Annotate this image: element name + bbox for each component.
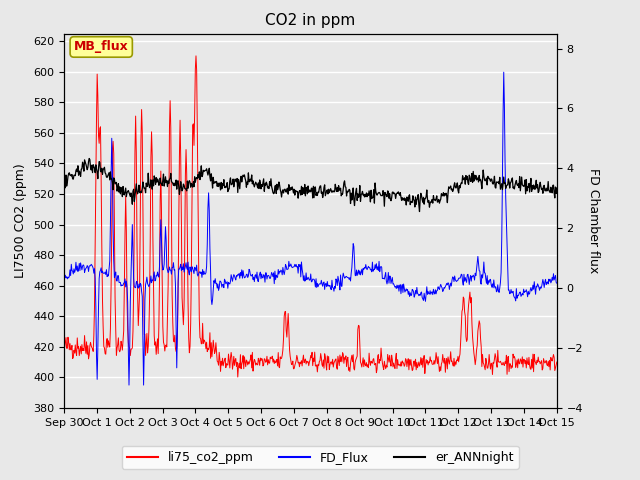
Legend: li75_co2_ppm, FD_Flux, er_ANNnight: li75_co2_ppm, FD_Flux, er_ANNnight — [122, 446, 518, 469]
Y-axis label: FD Chamber flux: FD Chamber flux — [587, 168, 600, 274]
Title: CO2 in ppm: CO2 in ppm — [265, 13, 356, 28]
Y-axis label: LI7500 CO2 (ppm): LI7500 CO2 (ppm) — [15, 163, 28, 278]
Text: MB_flux: MB_flux — [74, 40, 129, 53]
